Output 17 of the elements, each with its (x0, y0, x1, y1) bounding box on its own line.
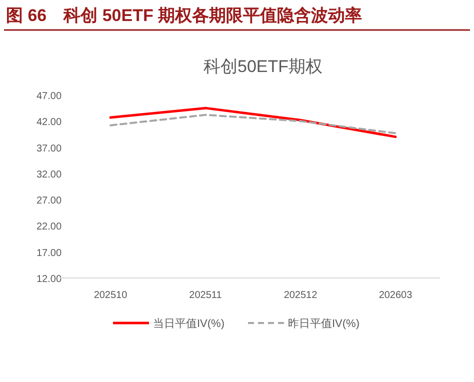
chart-title: 图 66 科创 50ETF 期权各期限平值隐含波动率 (6, 6, 362, 25)
chart-subtitle: 科创50ETF期权 (203, 57, 323, 76)
y-tick-label: 42.00 (36, 117, 62, 128)
x-tick-label: 202511 (189, 290, 222, 301)
y-tick-label: 32.00 (36, 169, 62, 180)
legend-label: 当日平值IV(%) (153, 318, 224, 330)
y-tick-label: 47.00 (36, 91, 62, 102)
y-tick-label: 22.00 (36, 222, 62, 233)
y-tick-label: 12.00 (36, 274, 62, 285)
y-tick-label: 17.00 (36, 248, 62, 259)
line-series (110, 114, 396, 134)
x-tick-label: 202512 (284, 290, 318, 301)
x-tick-label: 202510 (94, 290, 128, 301)
legend-label: 昨日平值IV(%) (288, 318, 360, 330)
x-tick-label: 202603 (378, 290, 413, 301)
y-tick-label: 27.00 (36, 196, 62, 207)
y-tick-label: 37.00 (36, 143, 62, 154)
